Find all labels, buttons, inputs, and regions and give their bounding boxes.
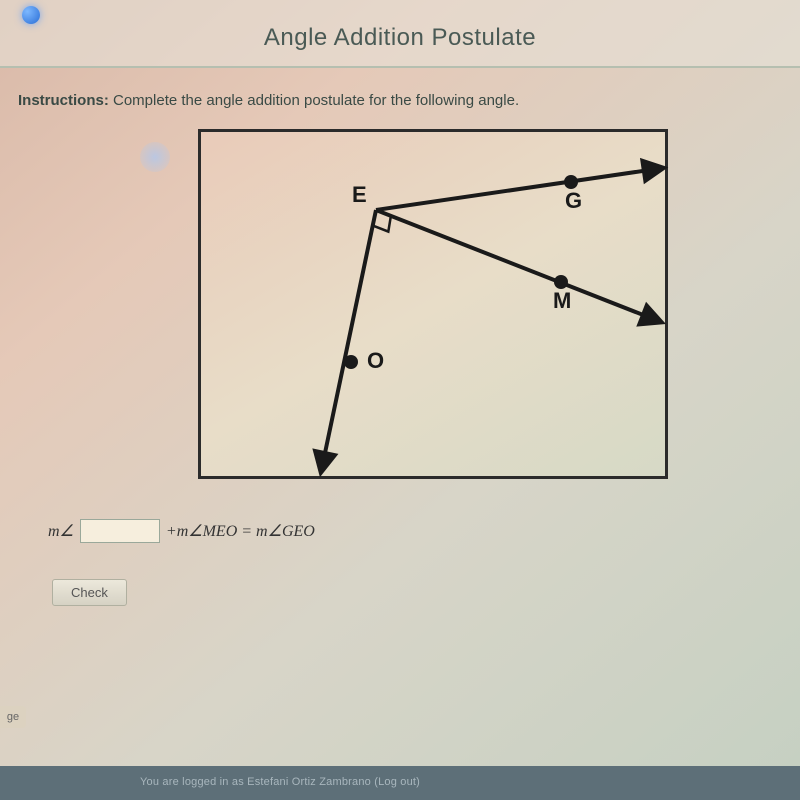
instructions: Instructions: Complete the angle additio… xyxy=(18,92,782,109)
lens-flare xyxy=(140,142,170,172)
point-dot xyxy=(554,275,568,289)
side-tab[interactable]: ge xyxy=(0,706,26,728)
ray xyxy=(376,210,661,322)
point-label-G: G xyxy=(565,188,582,214)
instructions-label: Instructions: xyxy=(18,92,109,109)
geometry-figure: E G M O xyxy=(198,129,668,479)
equation-prefix: m∠ xyxy=(48,521,74,541)
equation-tail: +m∠MEO = m∠GEO xyxy=(166,521,315,541)
angle-answer-input[interactable] xyxy=(80,519,160,543)
instructions-text: Complete the angle addition postulate fo… xyxy=(109,92,519,109)
content-area: Instructions: Complete the angle additio… xyxy=(0,68,800,606)
page-title: Angle Addition Postulate xyxy=(264,24,536,51)
figure-svg xyxy=(201,132,671,482)
point-label-E: E xyxy=(352,182,367,208)
status-text: You are logged in as Estefani Ortiz Zamb… xyxy=(140,776,420,788)
point-label-O: O xyxy=(367,348,384,374)
point-dot xyxy=(344,355,358,369)
page-title-bar: Angle Addition Postulate xyxy=(0,0,800,68)
camera-orb xyxy=(22,6,40,24)
check-button[interactable]: Check xyxy=(52,579,127,606)
equation-row: m∠ +m∠MEO = m∠GEO xyxy=(48,519,782,543)
point-label-M: M xyxy=(553,288,571,314)
point-dot xyxy=(564,175,578,189)
status-bar: You are logged in as Estefani Ortiz Zamb… xyxy=(0,766,800,800)
ray xyxy=(376,168,663,210)
ray xyxy=(321,210,376,472)
figure-wrap: E G M O xyxy=(198,129,668,479)
